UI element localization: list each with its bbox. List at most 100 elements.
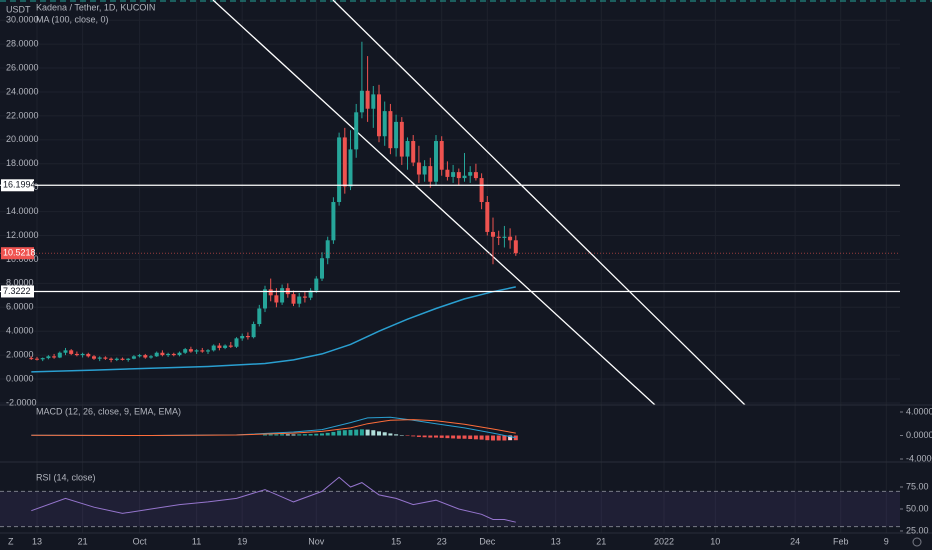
histogram-bar — [377, 431, 382, 436]
candle-body — [52, 356, 57, 358]
histogram-bar — [291, 434, 296, 436]
histogram-bar — [502, 435, 507, 441]
histogram-bar — [371, 430, 376, 436]
chart-title: Kadena / Tether, 1D, KUCOIN — [36, 2, 155, 12]
candle-body — [359, 90, 364, 113]
histogram-bar — [439, 435, 444, 438]
candle-body — [234, 338, 239, 347]
last-price-label: 10.5218 — [3, 248, 36, 258]
x-tick-label: Oct — [133, 536, 148, 546]
candle-body — [223, 345, 228, 348]
macd-title: MACD (12, 26, close, 9, EMA, EMA) — [36, 406, 181, 416]
x-tick-label: 23 — [437, 536, 447, 546]
candle-body — [86, 353, 91, 357]
candle-body — [337, 137, 342, 203]
y-tick-label: 12.0000 — [6, 230, 39, 240]
histogram-bar — [280, 434, 285, 436]
candle-body — [405, 141, 410, 157]
candle-body — [205, 350, 210, 352]
settings-icon[interactable] — [912, 537, 922, 547]
histogram-bar — [405, 435, 410, 436]
histogram-bar — [382, 432, 387, 436]
currency-label: USDT — [6, 4, 31, 14]
x-tick-label: 2022 — [654, 536, 674, 546]
candle-body — [154, 352, 159, 357]
ma-legend: MA (100, close, 0) — [36, 14, 109, 24]
candle-body — [456, 172, 461, 179]
candle-body — [342, 137, 347, 187]
price-line-label-box — [1, 179, 34, 192]
histogram-bar — [268, 434, 273, 436]
candle-body — [268, 289, 273, 296]
histogram-bar — [320, 433, 325, 436]
y-tick-label: 4.0000 — [6, 326, 34, 336]
candle-body — [485, 202, 490, 232]
histogram-bar — [314, 433, 319, 436]
candle-body — [183, 349, 188, 353]
candle-body — [496, 236, 501, 238]
y-tick-label: 6.0000 — [6, 302, 34, 312]
candle-body — [91, 356, 96, 359]
x-tick-label: 21 — [596, 536, 606, 546]
histogram-bar — [274, 434, 279, 436]
y-tick-label: 0.0000 — [6, 373, 34, 383]
candle-body — [80, 353, 85, 356]
y-tick-label: 24.0000 — [6, 86, 39, 96]
histogram-bar — [388, 433, 393, 436]
candle-body — [200, 350, 205, 352]
y-tick-label: 25.00 — [906, 525, 929, 535]
candle-body — [291, 294, 296, 304]
candle-body — [160, 352, 165, 356]
histogram-bar — [411, 435, 416, 437]
histogram-bar — [496, 435, 501, 441]
candle-body — [428, 166, 433, 182]
candle-body — [411, 141, 416, 163]
x-tick-label: 15 — [391, 536, 401, 546]
histogram-bar — [485, 435, 490, 441]
y-tick-label: 18.0000 — [6, 158, 39, 168]
candle-body — [57, 352, 62, 358]
candle-body — [399, 121, 404, 157]
x-tick-label: Dec — [479, 536, 496, 546]
candle-body — [40, 358, 45, 360]
y-tick-label: 26.0000 — [6, 62, 39, 72]
price-line-label: 16.1994 — [3, 180, 36, 190]
candle-body — [245, 335, 250, 338]
y-tick-label: 0.0000 — [906, 430, 932, 440]
y-tick-label: 75.00 — [906, 481, 929, 491]
histogram-bar — [342, 430, 347, 436]
histogram-bar — [354, 429, 359, 436]
candle-body — [297, 296, 302, 304]
candle-body — [274, 295, 279, 303]
candle-body — [508, 236, 513, 241]
y-tick-label: 28.0000 — [6, 39, 39, 49]
candle-body — [382, 111, 387, 137]
trend-line — [332, 0, 746, 406]
candle-body — [468, 172, 473, 176]
candle-body — [263, 289, 268, 309]
candle-body — [240, 335, 245, 339]
histogram-bar — [451, 435, 456, 439]
x-tick-label: 10 — [710, 536, 720, 546]
candle-body — [513, 240, 518, 254]
rsi-title: RSI (14, close) — [36, 472, 96, 482]
candle-body — [126, 358, 131, 360]
candle-body — [354, 112, 359, 150]
candle-body — [348, 149, 353, 187]
candle-body — [251, 324, 256, 338]
candle-body — [69, 350, 74, 354]
histogram-bar — [365, 429, 370, 436]
candle-body — [434, 141, 439, 182]
candle-body — [114, 358, 119, 360]
x-tick-label: 21 — [78, 536, 88, 546]
y-tick-label: -4.0000 — [906, 453, 932, 463]
histogram-bar — [428, 435, 433, 438]
y-tick-label: 2.0000 — [6, 349, 34, 359]
timezone-icon[interactable]: Z — [8, 536, 14, 546]
x-tick-label: 9 — [884, 536, 889, 546]
candle-body — [314, 278, 319, 291]
candle-body — [308, 290, 313, 298]
candle-body — [439, 141, 444, 170]
y-tick-label: 14.0000 — [6, 206, 39, 216]
histogram-bar — [263, 434, 268, 436]
